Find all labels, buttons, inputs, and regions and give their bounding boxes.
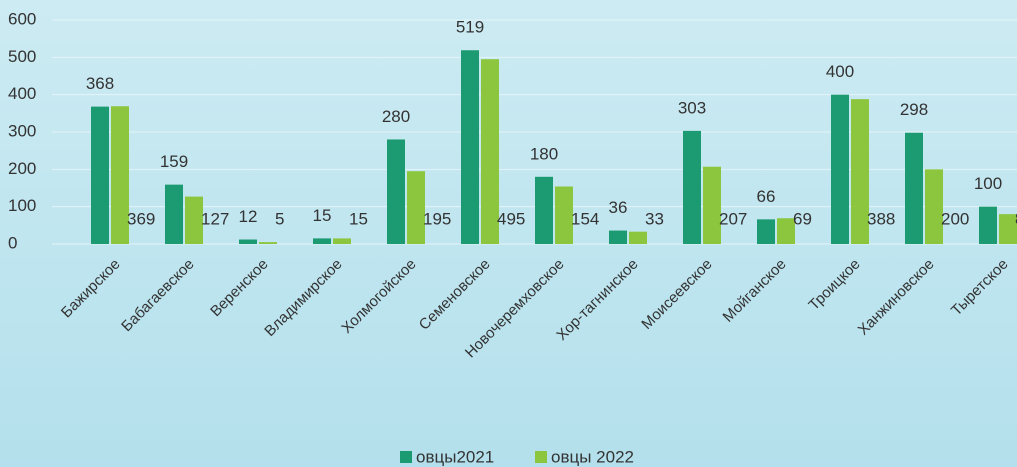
data-label: 195 [423, 209, 451, 228]
data-label: 100 [974, 174, 1002, 193]
data-label: 280 [382, 107, 410, 126]
x-tick-label: Бажирское [58, 256, 124, 322]
bar [91, 106, 109, 244]
bar [905, 132, 923, 244]
data-label: 154 [571, 209, 599, 228]
data-label: 80 [1015, 209, 1017, 228]
bar [925, 169, 943, 244]
data-label: 368 [86, 74, 114, 93]
bar [683, 130, 701, 244]
data-label: 519 [456, 18, 484, 37]
y-tick-label: 600 [8, 9, 36, 28]
data-label: 15 [313, 206, 332, 225]
bar [461, 50, 479, 244]
bar [609, 230, 627, 244]
y-tick-label: 400 [8, 84, 36, 103]
data-label: 66 [757, 187, 776, 206]
x-tick-label: Троицкое [805, 256, 863, 314]
bar [165, 184, 183, 244]
y-tick-label: 300 [8, 121, 36, 140]
data-label: 388 [867, 209, 895, 228]
bar [851, 99, 869, 244]
x-tick-label: Моисеевское [638, 256, 715, 333]
data-label: 159 [160, 152, 188, 171]
y-tick-label: 200 [8, 159, 36, 178]
bar [979, 206, 997, 244]
legend-swatch [535, 451, 547, 463]
data-label: 36 [609, 198, 628, 217]
data-label: 400 [826, 62, 854, 81]
data-label: 127 [201, 209, 229, 228]
x-tick-label: Тыретское [948, 256, 1012, 320]
data-label: 33 [645, 209, 664, 228]
bar [259, 242, 277, 244]
bar [239, 239, 257, 244]
bar [535, 176, 553, 244]
data-label: 200 [941, 209, 969, 228]
x-tick-label: Семеновское [416, 256, 494, 334]
legend-swatch [400, 451, 412, 463]
x-tick-label: Мойганское [720, 256, 790, 326]
legend-label: овцы 2022 [551, 447, 634, 466]
data-label: 298 [900, 100, 928, 119]
data-label: 15 [349, 209, 368, 228]
data-label: 495 [497, 209, 525, 228]
x-tick-label: Владимирское [261, 256, 345, 340]
data-label: 12 [239, 207, 258, 226]
bar [407, 171, 425, 244]
bar [387, 139, 405, 244]
y-tick-label: 100 [8, 196, 36, 215]
x-tick-label: Бабагаевское [118, 256, 197, 335]
y-tick-label: 0 [8, 233, 17, 252]
data-label: 303 [678, 98, 706, 117]
x-tick-label: Ханжиновское [855, 256, 938, 339]
bar [703, 166, 721, 244]
bar [333, 238, 351, 244]
data-label: 369 [127, 209, 155, 228]
bar [313, 238, 331, 244]
y-tick-label: 500 [8, 47, 36, 66]
legend-label: овцы2021 [416, 447, 494, 466]
bar [777, 218, 795, 244]
bar [185, 196, 203, 244]
bar [555, 186, 573, 244]
bar [481, 59, 499, 245]
bar [831, 94, 849, 245]
data-label: 5 [275, 209, 284, 228]
bar [629, 231, 647, 244]
bar [111, 106, 129, 245]
x-tick-label: Веренское [207, 256, 272, 321]
x-tick-label: Холмогойское [338, 256, 419, 337]
bar [757, 219, 775, 244]
x-tick-label: Хор-тагнинское [553, 256, 641, 344]
data-label: 180 [530, 144, 558, 163]
data-label: 207 [719, 209, 747, 228]
data-label: 69 [793, 209, 812, 228]
bar [999, 214, 1017, 244]
